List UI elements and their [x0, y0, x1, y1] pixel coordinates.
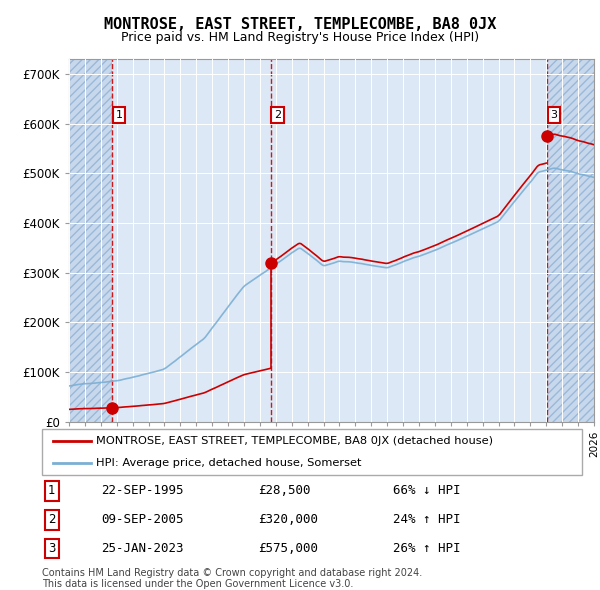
Text: 26% ↑ HPI: 26% ↑ HPI [393, 542, 461, 555]
Text: 66% ↓ HPI: 66% ↓ HPI [393, 484, 461, 497]
Bar [69, 59, 112, 422]
Text: 1: 1 [48, 484, 55, 497]
Text: MONTROSE, EAST STREET, TEMPLECOMBE, BA8 0JX: MONTROSE, EAST STREET, TEMPLECOMBE, BA8 … [104, 17, 496, 31]
Text: HPI: Average price, detached house, Somerset: HPI: Average price, detached house, Some… [96, 457, 361, 467]
Text: Price paid vs. HM Land Registry's House Price Index (HPI): Price paid vs. HM Land Registry's House … [121, 31, 479, 44]
Text: 3: 3 [551, 110, 557, 120]
Text: 09-SEP-2005: 09-SEP-2005 [101, 513, 184, 526]
Text: 22-SEP-1995: 22-SEP-1995 [101, 484, 184, 497]
Text: 3: 3 [48, 542, 55, 555]
Text: 2: 2 [48, 513, 55, 526]
Text: 25-JAN-2023: 25-JAN-2023 [101, 542, 184, 555]
Text: 2: 2 [274, 110, 281, 120]
Text: 1: 1 [115, 110, 122, 120]
Text: £28,500: £28,500 [258, 484, 311, 497]
Text: £575,000: £575,000 [258, 542, 318, 555]
FancyBboxPatch shape [42, 429, 582, 475]
Text: Contains HM Land Registry data © Crown copyright and database right 2024.
This d: Contains HM Land Registry data © Crown c… [42, 568, 422, 589]
Text: MONTROSE, EAST STREET, TEMPLECOMBE, BA8 0JX (detached house): MONTROSE, EAST STREET, TEMPLECOMBE, BA8 … [96, 437, 493, 447]
Text: 24% ↑ HPI: 24% ↑ HPI [393, 513, 461, 526]
Bar [547, 59, 594, 422]
Text: £320,000: £320,000 [258, 513, 318, 526]
